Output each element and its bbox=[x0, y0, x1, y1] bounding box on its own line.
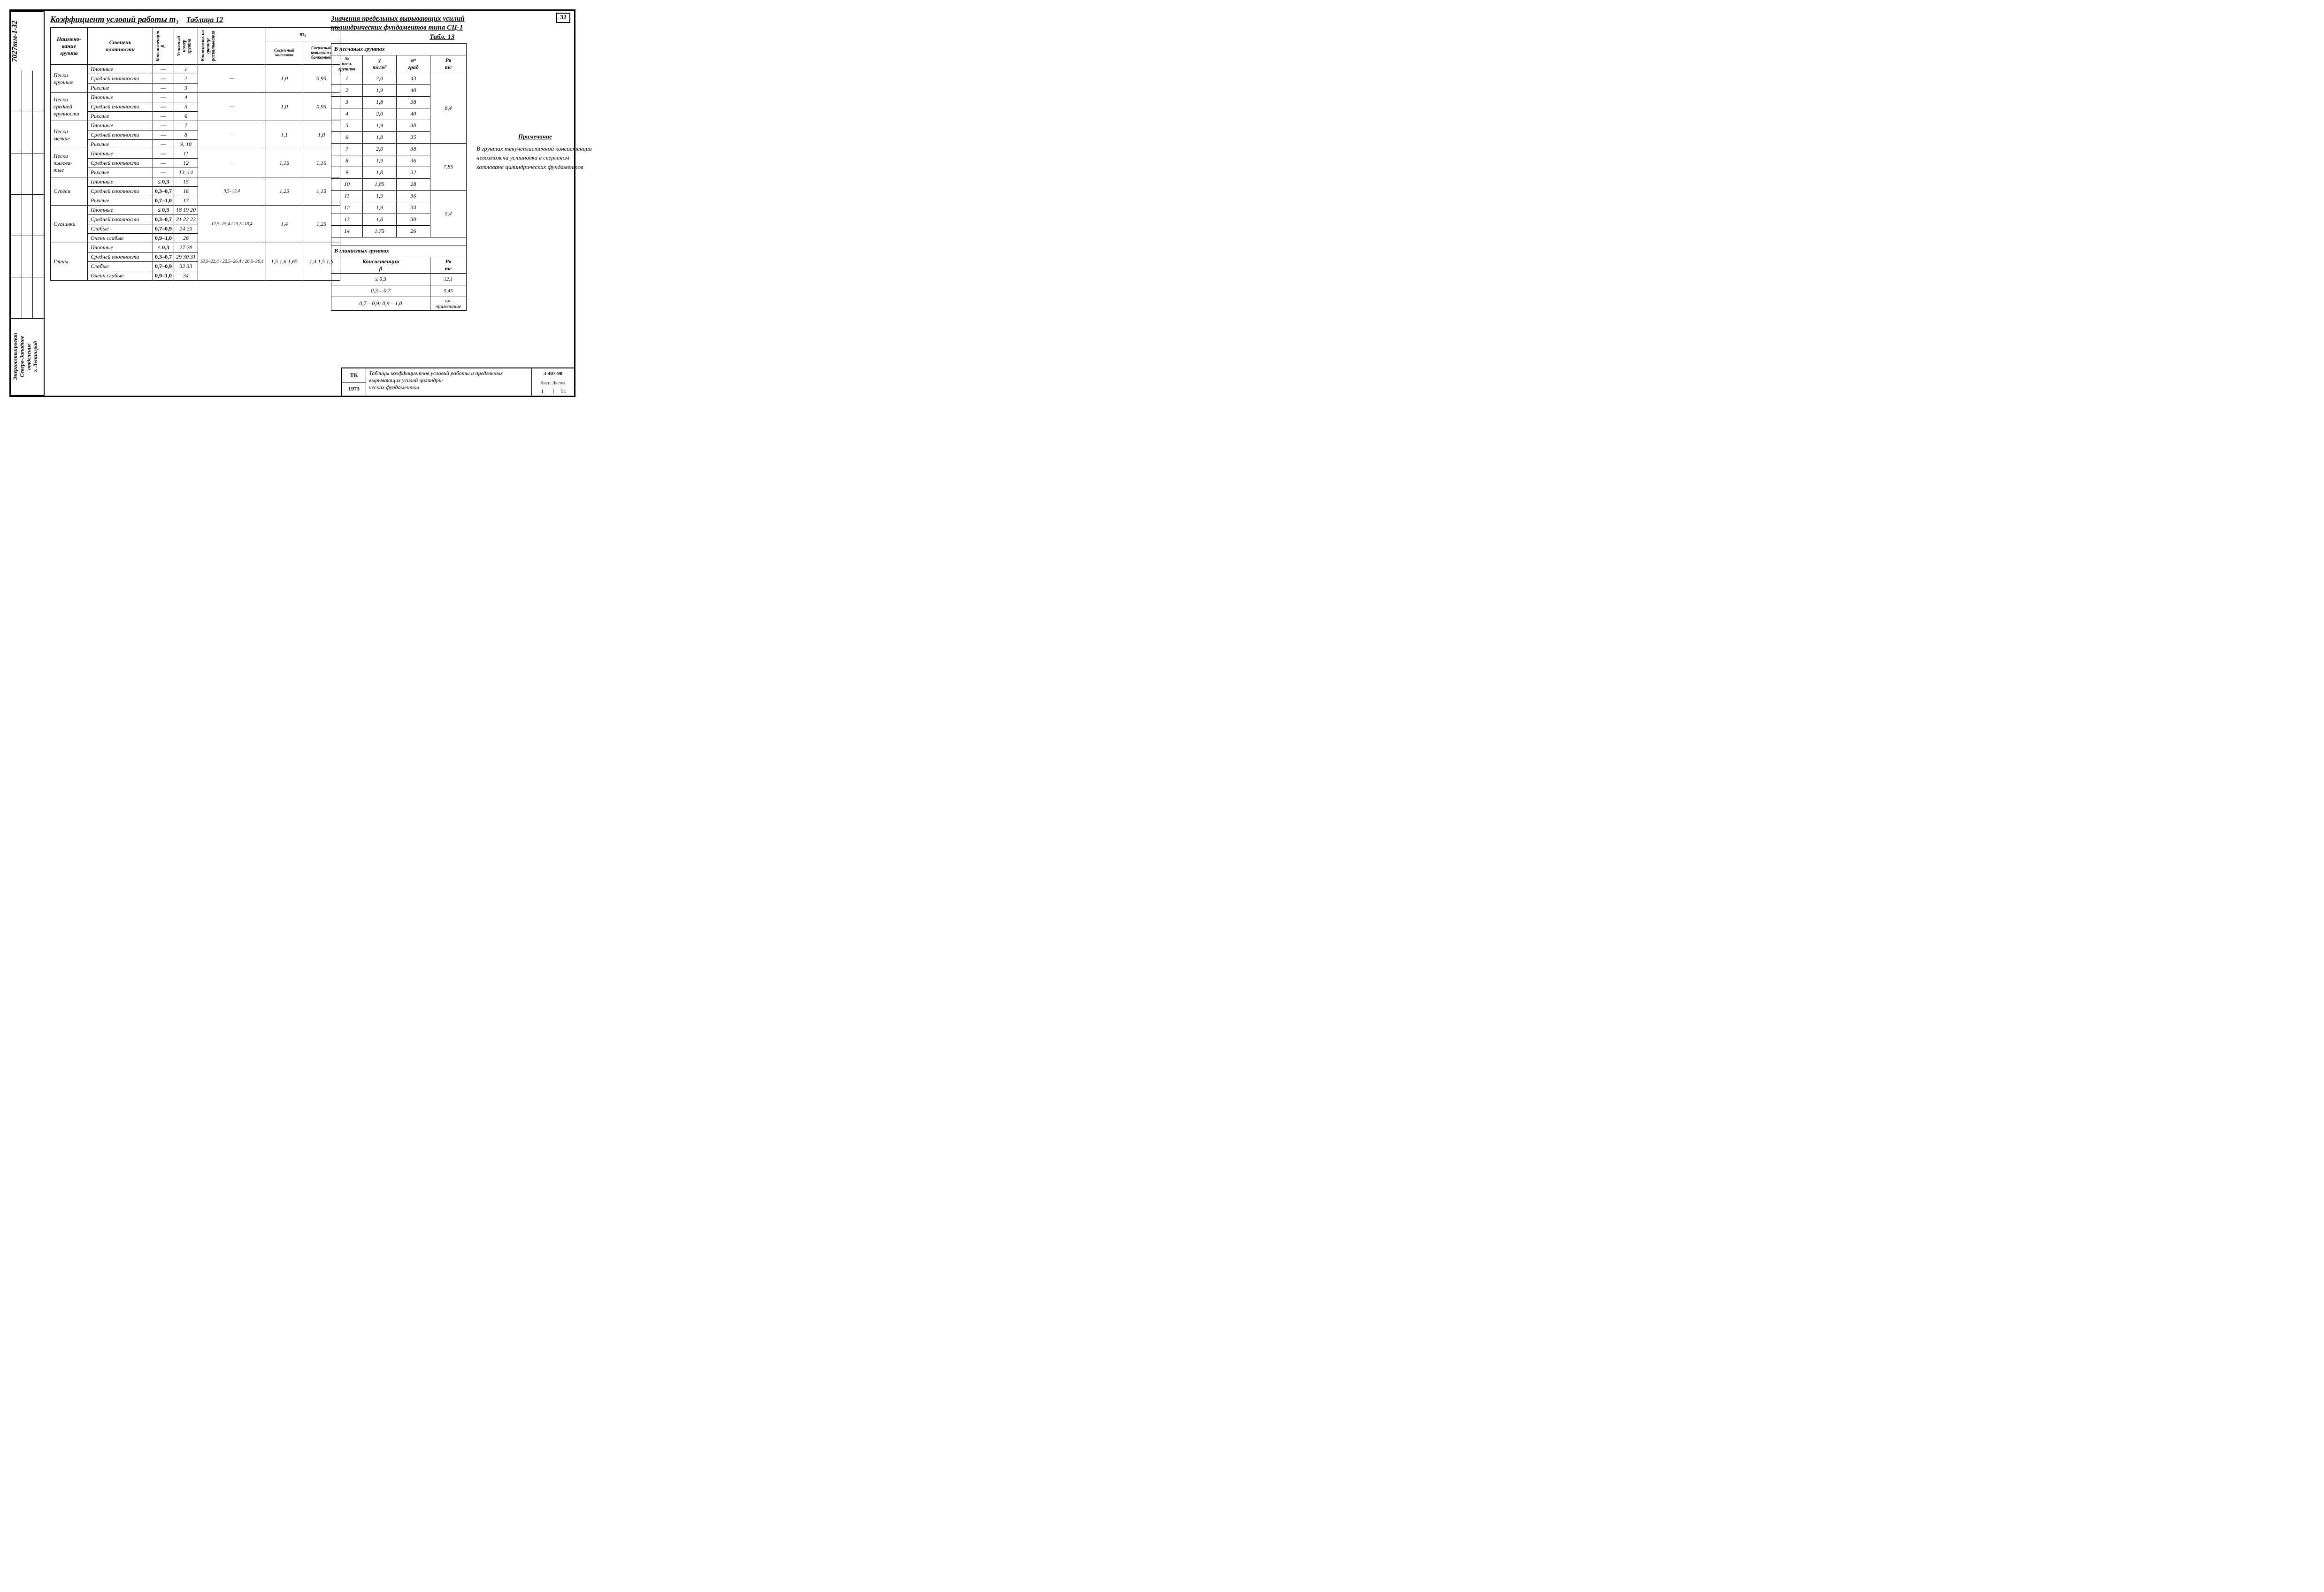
stamp-sheet-label: Лист | Листов bbox=[532, 379, 574, 387]
margin-grid bbox=[11, 71, 44, 319]
table13-title: Значения предельных вырывающих усилийцил… bbox=[331, 15, 598, 32]
note-body: В грунтах текучепластичной консистенции … bbox=[476, 145, 592, 170]
note-title: Примечание bbox=[476, 132, 594, 141]
table12-label: Таблица 12 bbox=[186, 16, 223, 24]
table-row: СупесиПлотные≤ 0,3159,5–12,41,251,15 bbox=[51, 177, 340, 187]
stamp-year: 1973 bbox=[342, 383, 366, 396]
table-row: Пескипылева-тыеПлотные—11—1,151,10 bbox=[51, 149, 340, 159]
table-row: 0,3 – 0,75,45 bbox=[331, 285, 467, 297]
table12-title: Коэффициент условий работы m₃ bbox=[50, 15, 179, 24]
title-block: ТК 1973 Таблицы коэффициентов условий ра… bbox=[341, 367, 574, 396]
stamp-sheet: 1 bbox=[532, 389, 553, 394]
table13: В песчаных грунтах№песч.грунтовγтс/м³φⁿг… bbox=[331, 43, 467, 311]
table12: Наимено-ваниегрунтаСтепеньплотностиКонси… bbox=[50, 27, 340, 281]
table-row: СуглинкиПлотные≤ 0,318 19 2012,5–15,4 / … bbox=[51, 206, 340, 215]
stamp-tk: ТК bbox=[342, 368, 366, 383]
stamp-description: Таблицы коэффициентов условий работы и п… bbox=[366, 368, 532, 396]
table-row: ≤ 0,312,1 bbox=[331, 273, 467, 285]
right-block: Значения предельных вырывающих усилийцил… bbox=[331, 15, 598, 311]
table-row: 0,7 – 0,9; 0,9 – 1,0см.примечание bbox=[331, 297, 467, 310]
stamp-sheets: 51 bbox=[553, 389, 575, 394]
drawing-sheet: 7027тм-I-32 ЭнергосетьпроектСеверо-Запад… bbox=[9, 9, 575, 397]
table-row: 111,9365,4 bbox=[331, 190, 467, 202]
table-row: ПескисреднейкрупностиПлотные—4—1,00,95 bbox=[51, 93, 340, 102]
stamp-code: 3-407-98 bbox=[532, 368, 574, 379]
document-code: 7027тм-I-32 bbox=[11, 11, 44, 71]
table-row: 12,0438,4 bbox=[331, 73, 467, 84]
table-row: 72,0387,85 bbox=[331, 143, 467, 155]
organization-block: ЭнергосетьпроектСеверо-Западноеотделение… bbox=[11, 319, 44, 396]
main-area: 32 Коэффициент условий работы m₃ Таблица… bbox=[45, 11, 574, 396]
table-row: ПескикрупныеПлотные—1—1,00,95 bbox=[51, 65, 340, 74]
left-margin: 7027тм-I-32 ЭнергосетьпроектСеверо-Запад… bbox=[11, 11, 45, 396]
table-row: ГлиныПлотные≤ 0,327 2818,5–22,4 / 22,5–2… bbox=[51, 243, 340, 253]
table13-label: Табл. 13 bbox=[430, 33, 454, 41]
note-block: Примечание В грунтах текучепластичной ко… bbox=[476, 132, 594, 171]
table-row: ПескимелкиеПлотные—7—1,11,0 bbox=[51, 121, 340, 130]
